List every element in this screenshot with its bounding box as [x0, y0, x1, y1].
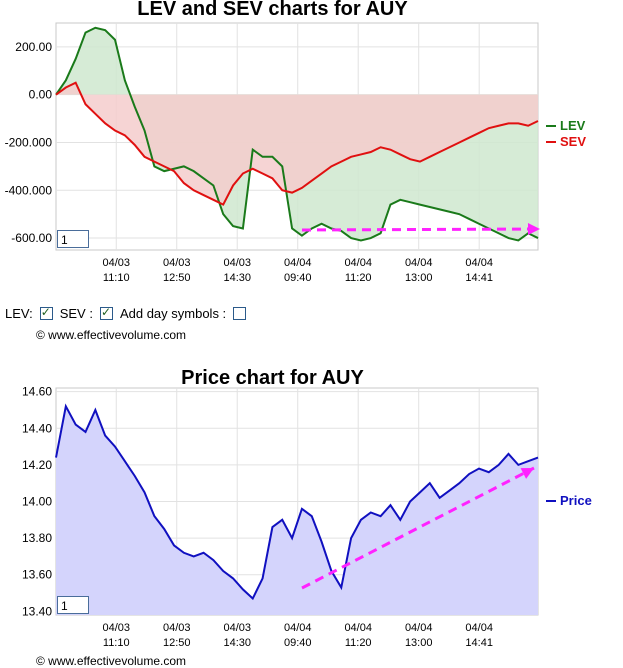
zoom-input-lev-sev[interactable]: 1: [57, 230, 89, 248]
x-tick-date: 04/04: [284, 622, 312, 634]
zoom-input-price[interactable]: 1: [57, 596, 89, 614]
y-tick-label: 13.40: [22, 604, 52, 618]
x-tick-time: 14:30: [223, 637, 251, 649]
x-tick-date: 04/04: [344, 622, 372, 634]
y-tick-label: 14.60: [22, 385, 52, 399]
x-tick-time: 11:20: [345, 637, 372, 649]
x-tick-date: 04/03: [223, 622, 251, 634]
y-tick-label: 13.80: [22, 531, 52, 545]
sev-checkbox[interactable]: [100, 307, 113, 320]
x-tick-time: 12:50: [163, 637, 191, 649]
x-tick-time: 09:40: [284, 637, 312, 649]
x-tick-date: 04/04: [465, 622, 493, 634]
y-tick-label: 14.20: [22, 458, 52, 472]
copyright-text: © www.effectivevolume.com: [36, 328, 186, 342]
y-tick-label: 14.00: [22, 495, 52, 509]
legend-price: Price: [560, 493, 592, 508]
x-tick-date: 04/03: [102, 622, 130, 634]
y-tick-label: 13.60: [22, 568, 52, 582]
copyright-text-bottom: © www.effectivevolume.com: [36, 654, 186, 668]
day-symbols-checkbox-label: Add day symbols :: [120, 306, 226, 321]
x-tick-date: 04/03: [163, 622, 191, 634]
day-symbols-checkbox[interactable]: [233, 307, 246, 320]
chart-controls: LEV: SEV : Add day symbols :: [5, 306, 249, 321]
sev-checkbox-label: SEV :: [60, 306, 93, 321]
x-tick-time: 13:00: [405, 637, 433, 649]
lev-checkbox[interactable]: [40, 307, 53, 320]
lev-checkbox-label: LEV:: [5, 306, 33, 321]
x-tick-date: 04/04: [405, 622, 433, 634]
x-tick-time: 14:41: [465, 637, 493, 649]
x-tick-time: 11:10: [103, 637, 130, 649]
y-tick-label: 14.40: [22, 421, 52, 435]
